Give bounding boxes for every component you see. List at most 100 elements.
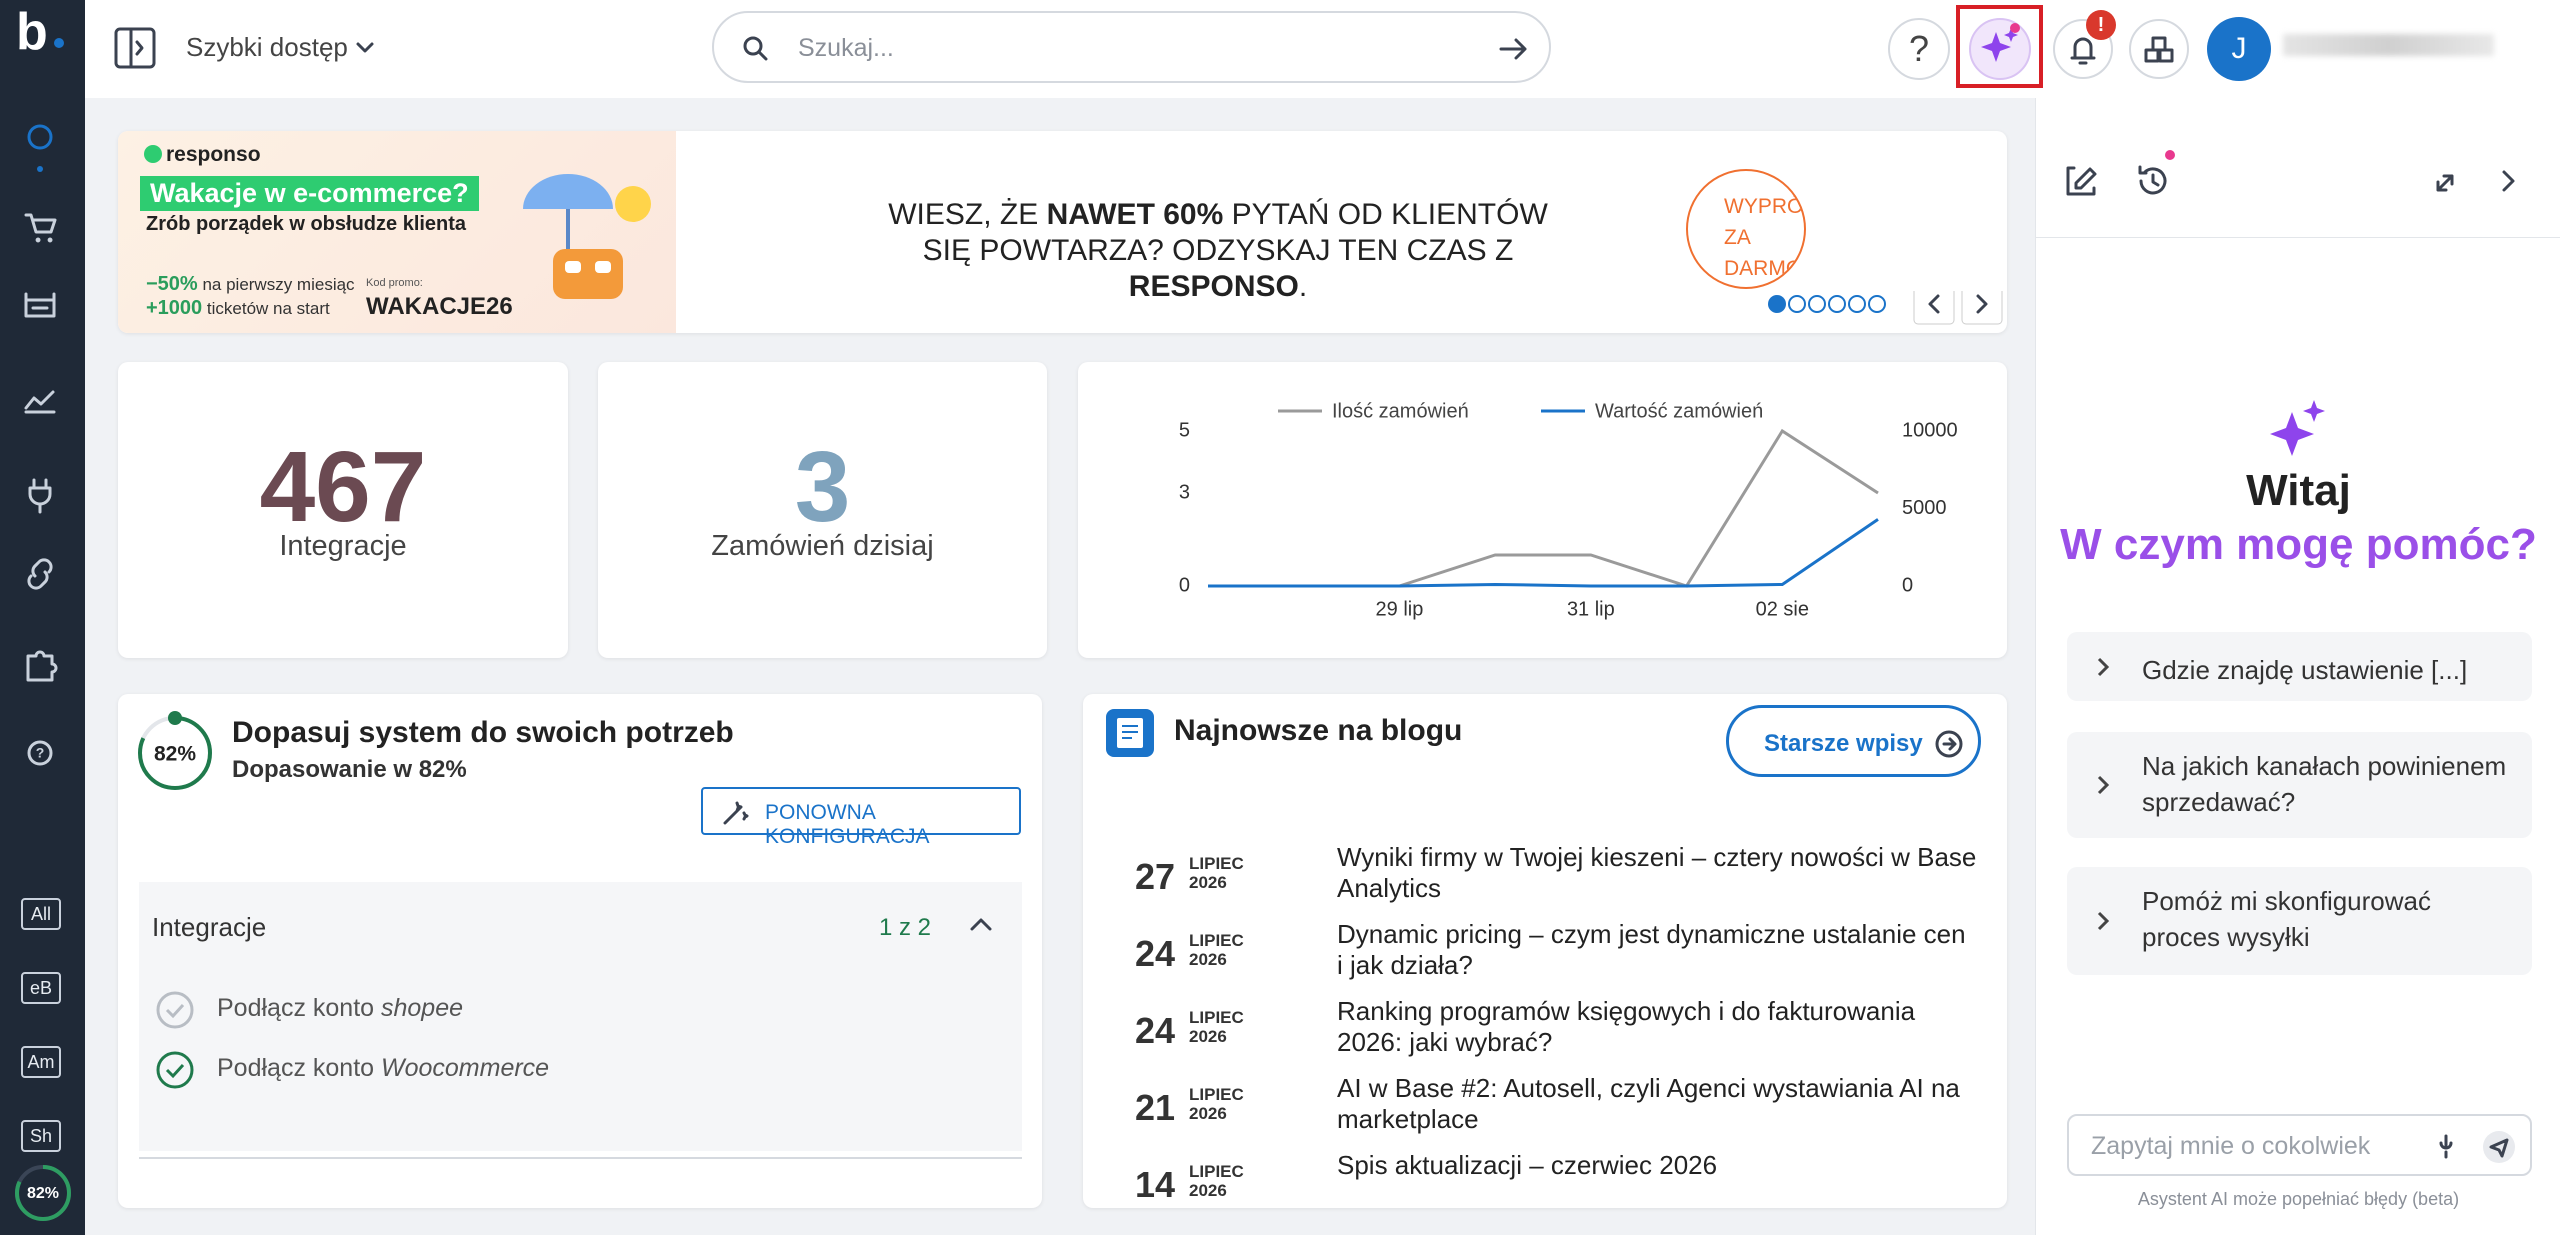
banner-cta[interactable]: WYPRÓBUJ ZA DARMO xyxy=(1686,169,1806,289)
post-day: 21 xyxy=(1135,1087,1176,1128)
input-placeholder: Zapytaj mnie o cokolwiek xyxy=(2091,1132,2371,1160)
item-prefix: Podłącz konto xyxy=(217,994,381,1022)
x-tick-label: 31 lip xyxy=(1567,598,1615,620)
close-panel[interactable] xyxy=(2502,170,2515,192)
dashboard-icon[interactable] xyxy=(27,124,53,150)
products-icon[interactable] xyxy=(24,292,56,318)
item-name: shopee xyxy=(381,994,464,1022)
post-month: LIPIEC xyxy=(1189,1008,1244,1027)
blog-icon xyxy=(1106,709,1154,757)
promo-label: Kod promo: xyxy=(366,277,423,289)
integrations-icon[interactable] xyxy=(28,478,52,514)
search-submit[interactable] xyxy=(1498,35,1530,63)
help-button[interactable]: ? xyxy=(1888,18,1950,80)
new-chat[interactable] xyxy=(2066,166,2097,196)
y2-tick-label: 10000 xyxy=(1902,419,1958,441)
dot[interactable] xyxy=(1848,295,1866,313)
orders-icon[interactable] xyxy=(24,213,57,243)
stat-card: 467 Integracje xyxy=(118,362,568,658)
ai-button[interactable] xyxy=(1969,18,2031,80)
dot[interactable] xyxy=(1808,295,1826,313)
dot[interactable] xyxy=(1768,295,1786,313)
logo[interactable]: b xyxy=(16,3,48,61)
onboarding-item[interactable]: Podłącz konto Woocommerce xyxy=(217,1054,549,1083)
quick-access-chevron xyxy=(356,42,374,53)
stats-icon[interactable] xyxy=(24,390,56,414)
notifications[interactable] xyxy=(2052,18,2114,80)
suggestion[interactable]: Na jakich kanałach powinienem sprzedawać… xyxy=(2067,732,2532,838)
offer-2-text: ticketów na start xyxy=(206,299,330,318)
offer-2: +1000 ticketów na start xyxy=(146,297,330,320)
blog-card: Najnowsze na blogu Starsze wpisy 27 LIPIE… xyxy=(1083,694,2007,1208)
stat-card: 3 Zamówień dzisiaj xyxy=(598,362,1047,658)
onboarding-card: 82% Dopasuj system do swoich potrzeb Dop… xyxy=(118,694,1042,1208)
post-day: 14 xyxy=(1135,1164,1176,1205)
banner-message: WIESZ, ŻE NAWET 60% PYTAŃ OD KLIENTÓW SI… xyxy=(878,197,1558,305)
post-year: 2026 xyxy=(1189,873,1227,892)
post-year: 2026 xyxy=(1189,1027,1227,1046)
addons-icon[interactable] xyxy=(26,650,58,682)
y-tick-label: 0 xyxy=(1179,574,1190,596)
dot[interactable] xyxy=(1828,295,1846,313)
offer-2-value: +1000 xyxy=(146,297,203,319)
post-title[interactable]: Ranking programów księgowych i do faktur… xyxy=(1337,996,1916,1057)
quick-access[interactable]: Szybki dostęp xyxy=(186,32,348,62)
post-month: LIPIEC xyxy=(1189,1085,1244,1104)
post-title[interactable]: Spis aktualizacji – czerwiec 2026 xyxy=(1337,1150,1718,1180)
x-tick-label: 29 lip xyxy=(1376,598,1424,620)
send[interactable] xyxy=(2483,1131,2515,1163)
help-icon[interactable] xyxy=(27,740,53,766)
post-title[interactable]: AI w Base #2: Autosell, czyli Agenci wys… xyxy=(1337,1073,1960,1134)
legend-label: Ilość zamówień xyxy=(1332,400,1469,422)
sidebar-icons: ? xyxy=(24,124,58,766)
banner-headline: Wakacje w e-commerce? xyxy=(140,176,479,211)
dot[interactable] xyxy=(1868,295,1886,313)
section-title: Integracje xyxy=(152,912,267,942)
suggestion[interactable]: Gdzie znajdę ustawienie [...] xyxy=(2067,632,2532,701)
banner-controls xyxy=(1768,291,2003,325)
older-posts-label: Starsze wpisy xyxy=(1764,730,1923,757)
orders-chart-card: 0 3 5 0 5000 10000 29 lip 31 lip 02 sie Ilość zam… xyxy=(1078,362,2007,658)
promo-banner[interactable]: responso Wakacje w e-commerce? Zrób porz… xyxy=(118,131,2007,333)
assistant-question: W czym mogę pomóc? xyxy=(2060,520,2537,569)
sidebar-progress: 82% xyxy=(15,1165,71,1221)
avatar[interactable]: J xyxy=(2207,17,2271,81)
message-part: NAWET 60% xyxy=(1046,198,1224,231)
panel-toggle[interactable] xyxy=(113,26,157,70)
shortcut[interactable]: Sh xyxy=(21,1120,61,1152)
header-divider xyxy=(2036,237,2560,238)
suggestion[interactable]: Pomóż mi skonfigurować proces wysyłki xyxy=(2067,867,2532,975)
suggestion-chevron xyxy=(2097,657,2110,676)
older-posts-button[interactable]: Starsze wpisy xyxy=(1726,705,1981,777)
post-title[interactable]: Wyniki firmy w Twojej kieszeni – cztery … xyxy=(1337,842,1977,903)
shortcut[interactable]: All xyxy=(21,898,61,930)
onboarding-subtitle: Dopasowanie w 82% xyxy=(232,756,467,783)
suggestion-text: Gdzie znajdę ustawienie [...] xyxy=(2142,655,2468,685)
dot[interactable] xyxy=(1788,295,1806,313)
offer-1-value: −50% xyxy=(146,273,198,295)
post-title[interactable]: Dynamic pricing – czym jest dynamiczne u… xyxy=(1337,919,1966,980)
expand[interactable] xyxy=(2436,174,2454,192)
apps-button[interactable] xyxy=(2128,18,2190,80)
input-actions xyxy=(2439,1131,2515,1163)
onboarding-item[interactable]: Podłącz konto shopee xyxy=(217,994,463,1023)
x-tick-label: 02 sie xyxy=(1756,598,1809,620)
y2-tick-label: 0 xyxy=(1902,574,1913,596)
y-tick-label: 5 xyxy=(1179,419,1190,441)
check-circle xyxy=(156,991,194,1029)
links-icon[interactable] xyxy=(27,558,53,590)
shortcut[interactable]: Am xyxy=(21,1046,61,1078)
history[interactable] xyxy=(2138,165,2167,195)
brand: responso xyxy=(166,143,261,166)
assistant-input[interactable]: Zapytaj mnie o cokolwiek xyxy=(2067,1114,2532,1176)
mic[interactable] xyxy=(2439,1134,2453,1159)
message-part: WIESZ, ŻE xyxy=(888,198,1047,231)
shortcut[interactable]: eB xyxy=(21,972,61,1004)
search-box[interactable]: Szukaj... xyxy=(712,11,1551,83)
reconfigure-button[interactable]: PONOWNA KONFIGURACJA xyxy=(701,787,1021,848)
collapse-icon[interactable] xyxy=(969,914,993,934)
onboarding-title: Dopasuj system do swoich potrzeb xyxy=(232,716,734,749)
item-check xyxy=(156,1051,194,1089)
